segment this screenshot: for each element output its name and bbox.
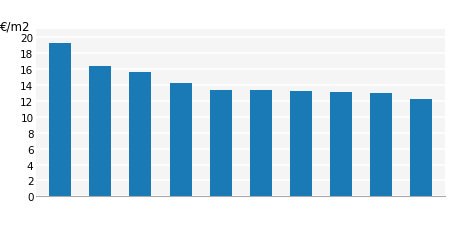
Bar [290,91,312,197]
Bar [49,44,71,197]
Bar [330,93,352,197]
Bar [169,84,192,197]
Text: €/m2: €/m2 [0,20,30,33]
Bar [210,90,232,197]
Bar [410,99,432,197]
Bar [129,72,152,197]
Bar [89,67,111,197]
Bar [370,93,392,197]
Bar [250,90,271,197]
